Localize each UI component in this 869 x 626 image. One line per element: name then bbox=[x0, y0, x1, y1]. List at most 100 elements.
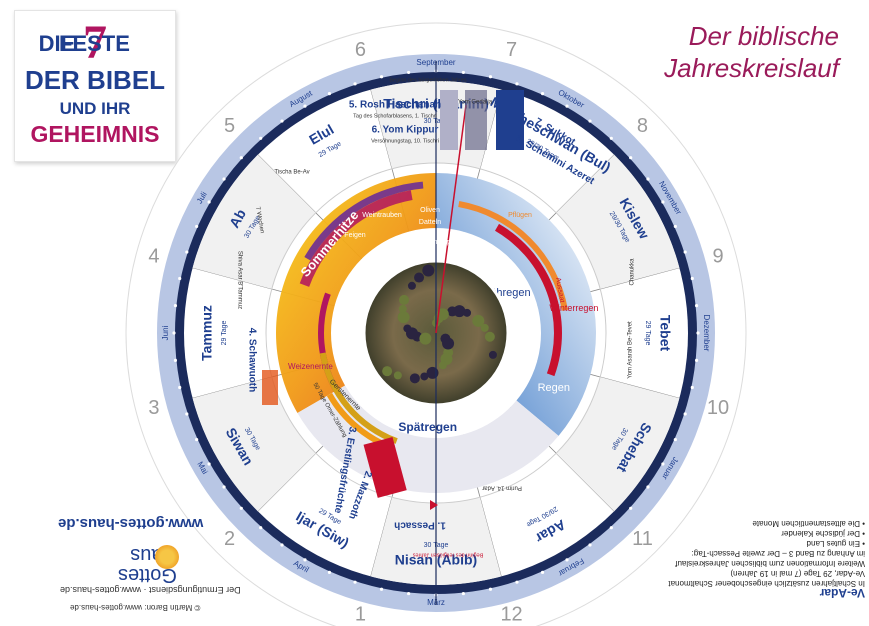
month-shading bbox=[192, 376, 316, 512]
tick-dot bbox=[379, 587, 384, 591]
tick-dot bbox=[661, 200, 665, 204]
notes-line: Weitere Informationen zum biblischen Jah… bbox=[675, 559, 865, 568]
season-label: Winterregen bbox=[549, 303, 598, 313]
harvest-label: Granatäpfel bbox=[422, 239, 459, 246]
tick-dot bbox=[488, 587, 493, 591]
note-label: 7 Wochen bbox=[254, 206, 265, 234]
olive-dot bbox=[484, 331, 495, 342]
olive-dot bbox=[398, 304, 407, 313]
olive-dot bbox=[409, 373, 420, 384]
harvest-label: Oliven bbox=[420, 207, 440, 214]
olive-dot bbox=[414, 272, 425, 283]
tick-dot bbox=[661, 462, 665, 466]
tick-dot bbox=[690, 385, 694, 390]
tick-dot bbox=[629, 506, 633, 510]
footer-copyright: © Martin Baron: www.gottes-haus.de bbox=[70, 603, 201, 612]
title-line-1: Der biblische bbox=[688, 21, 839, 51]
note-label: Yom Asarah Be-Tevet bbox=[628, 321, 634, 379]
tick-dot bbox=[588, 543, 592, 547]
harvest-label: Datteln bbox=[419, 219, 441, 226]
tick-dot bbox=[461, 591, 465, 596]
olive-dot bbox=[488, 350, 497, 359]
tick-dot bbox=[195, 437, 199, 442]
tick-dot bbox=[195, 224, 199, 229]
tick-dot bbox=[173, 358, 178, 362]
tick-dot bbox=[207, 200, 211, 204]
tick-dot bbox=[259, 136, 263, 140]
clock-number: 7 bbox=[506, 39, 517, 61]
tick-dot bbox=[609, 526, 613, 530]
note-label: Beginn des religiösen Jahres bbox=[412, 552, 483, 558]
olive-dot bbox=[480, 323, 489, 332]
tick-dot bbox=[488, 75, 493, 79]
title-line-2: Jahreskreislauf bbox=[664, 53, 839, 83]
tick-dot bbox=[303, 104, 307, 108]
hebrew-month-days: 29 Tage bbox=[644, 321, 651, 346]
hebrew-month-days: 29 Tage bbox=[221, 321, 228, 346]
pointer-line bbox=[435, 104, 467, 334]
olive-dot bbox=[420, 372, 429, 381]
summer-band bbox=[276, 173, 436, 413]
olive-dot bbox=[403, 324, 412, 333]
notes-line: Ve-Adar, 29 Tage (7 mal in 19 Jahren) bbox=[730, 569, 865, 578]
footer-tagline: Der Ermutigungsdienst · www.gottes-haus.… bbox=[60, 585, 241, 595]
olive-dot bbox=[463, 308, 472, 317]
note-label: Tischa Be-Av bbox=[274, 170, 309, 176]
feast-bar-schawuoth bbox=[262, 370, 278, 405]
tick-dot bbox=[540, 570, 545, 574]
hebrew-month: Tebet bbox=[657, 315, 673, 352]
tick-dot bbox=[696, 331, 700, 335]
tick-dot bbox=[353, 82, 357, 86]
feast-label: 6. Yom Kippur bbox=[372, 125, 439, 136]
tick-dot bbox=[185, 412, 189, 416]
tick-dot bbox=[173, 304, 178, 308]
tick-dot bbox=[353, 580, 357, 584]
tick-dot bbox=[609, 136, 613, 140]
tick-dot bbox=[327, 570, 332, 574]
logo-die: DIE bbox=[38, 31, 76, 56]
tick-dot bbox=[178, 276, 182, 281]
harvest-label: Weintrauben bbox=[362, 212, 402, 219]
tick-dot bbox=[515, 82, 519, 86]
logo-und-ihr: UND IHR bbox=[59, 99, 131, 118]
spring-band bbox=[297, 385, 559, 494]
wheel-group: 123456789101112MärzAprilMaiJuniJuliAugus… bbox=[125, 22, 747, 626]
note-label: Tag des Schofarblasens, 1. Tischri bbox=[353, 113, 437, 119]
clock-number: 8 bbox=[637, 115, 648, 137]
feast-label: 5. Rosh Haschanah bbox=[349, 100, 441, 111]
tick-dot bbox=[407, 591, 411, 596]
clock-number: 5 bbox=[224, 115, 235, 137]
note-label: Versöhnungstag, 10. Tischri bbox=[371, 138, 439, 144]
olive-dot bbox=[442, 337, 455, 350]
note-label: Chanukka bbox=[630, 258, 636, 286]
notes-box: Ve-Adar In Schaltjahren zusätzlich einge… bbox=[620, 518, 865, 600]
clock-number: 12 bbox=[500, 603, 522, 625]
clock-number: 3 bbox=[148, 397, 159, 419]
gregorian-month: Dezember bbox=[702, 315, 711, 352]
olive-dot bbox=[419, 332, 432, 345]
clock-number: 10 bbox=[707, 397, 729, 419]
tick-dot bbox=[673, 224, 677, 229]
month-shading bbox=[556, 376, 680, 512]
tick-dot bbox=[259, 526, 263, 530]
note-label: Yom Gedalja bbox=[458, 100, 493, 106]
notes-line: im Anhang zu Band 3 – Der zweite Pessach… bbox=[691, 549, 865, 558]
feast-bar-sukkot bbox=[496, 90, 524, 150]
tick-dot bbox=[540, 92, 545, 96]
notes-line: In Schaltjahren zusätzlich eingeschobene… bbox=[668, 579, 865, 588]
harvest-label: Pflügen bbox=[508, 212, 532, 219]
footer-url[interactable]: www.gottes-haus.de bbox=[58, 515, 204, 532]
tick-dot bbox=[694, 358, 699, 362]
tick-dot bbox=[407, 70, 411, 75]
olive-dot bbox=[472, 314, 485, 327]
note-label: Shiva Asar B'Tammuz bbox=[236, 251, 242, 309]
harvest-label: Feigen bbox=[344, 232, 366, 239]
tick-dot bbox=[646, 485, 650, 489]
clock-number: 9 bbox=[712, 246, 723, 268]
note-label: Purim 14. Adar bbox=[482, 484, 522, 490]
tick-dot bbox=[565, 104, 569, 108]
olive-dot bbox=[453, 305, 466, 318]
month-shading bbox=[192, 154, 316, 290]
tick-dot bbox=[207, 462, 211, 466]
